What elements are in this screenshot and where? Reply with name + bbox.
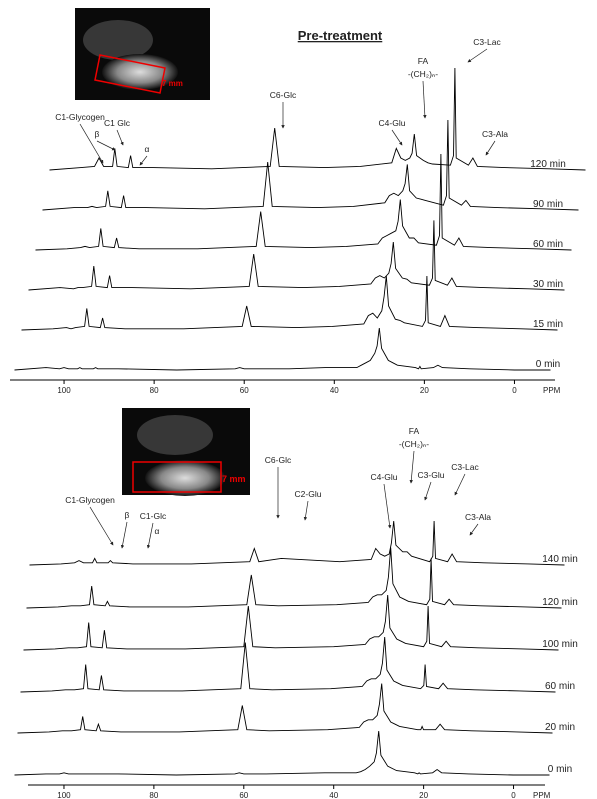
x-tick-label: 100 (57, 791, 71, 799)
annotation-arrow (383, 483, 392, 529)
spectrum-line (17, 683, 553, 734)
x-tick-label: 0 (512, 386, 517, 395)
series-label: 30 min (533, 279, 563, 290)
annotation: C6-Glc (265, 455, 292, 465)
annotation: C4-Glu (371, 472, 398, 482)
annotation-arrow (116, 129, 124, 146)
annotation: β (95, 129, 100, 139)
annotation: C6-Glc (270, 90, 297, 100)
spectrum-line (21, 275, 558, 331)
spectrum-line (28, 220, 565, 291)
annotation: C1-Glc (140, 511, 167, 521)
annotation: C1-Glycogen (65, 495, 115, 505)
x-tick-label: 20 (420, 386, 429, 395)
x-tick-label: 80 (149, 791, 158, 799)
image-label: 7 mm (222, 474, 246, 484)
series-label: 120 min (542, 597, 578, 608)
image-label: 7 mm (162, 79, 183, 88)
annotation: C3-Lac (451, 462, 479, 472)
annotation: α (145, 144, 150, 154)
annotation: C1-Glycogen (55, 112, 105, 122)
mri-image (75, 8, 210, 100)
annotation-arrow (303, 500, 309, 521)
annotation-arrow (422, 80, 427, 119)
x-axis-label: PPM (533, 791, 551, 799)
annotation: β (125, 510, 130, 520)
spectrum-line (35, 153, 572, 251)
spectrum-line (26, 547, 562, 609)
annotation: FA (418, 56, 429, 66)
series-label: 0 min (536, 359, 560, 370)
spectrum-line (20, 636, 556, 693)
x-tick-label: 40 (330, 386, 339, 395)
x-tick-label: 0 (511, 791, 516, 799)
spectrum-line (29, 520, 565, 566)
annotation: FA (409, 426, 420, 436)
annotation-arrow (79, 123, 104, 164)
series-label: 100 min (542, 639, 578, 650)
series-label: 140 min (542, 554, 578, 565)
spectrum-line (14, 327, 551, 371)
annotation: C4-Glu (379, 118, 406, 128)
annotation-arrow (454, 473, 466, 496)
annotation: -(CH₂)ₙ- (399, 439, 429, 449)
annotation-arrow (146, 522, 154, 549)
series-label: 20 min (545, 722, 575, 733)
spectrum-line (23, 594, 559, 651)
annotation: C3-Glu (418, 470, 445, 480)
x-tick-label: 40 (329, 791, 338, 799)
annotation-arrow (120, 521, 128, 549)
x-tick-label: 100 (57, 386, 71, 395)
annotation-arrow (409, 450, 415, 484)
chart-title: Pre-treatment (298, 28, 383, 43)
annotation-arrow (424, 481, 432, 501)
annotation: C3-Ala (482, 129, 508, 139)
x-tick-label: 60 (240, 386, 249, 395)
annotation-arrow (89, 506, 114, 546)
annotation-arrow (96, 140, 116, 151)
series-label: 120 min (530, 159, 566, 170)
x-axis-label: PPM (543, 386, 561, 395)
annotation-arrow (485, 140, 496, 156)
annotation: C3-Lac (473, 37, 501, 47)
series-label: 0 min (548, 764, 572, 775)
series-label: 60 min (533, 239, 563, 250)
annotation-arrow (469, 523, 479, 536)
spectrum-line (42, 119, 579, 211)
mri-image (122, 408, 250, 496)
series-label: 90 min (533, 199, 563, 210)
x-tick-label: 80 (150, 386, 159, 395)
annotation-arrow (139, 155, 148, 166)
annotation: C1 Glc (104, 118, 131, 128)
series-label: 60 min (545, 681, 575, 692)
x-tick-label: 60 (239, 791, 248, 799)
annotation: -(CH₂)ₙ- (408, 69, 438, 79)
series-label: 15 min (533, 319, 563, 330)
spectrum-line (49, 67, 586, 171)
annotation: C3-Ala (465, 512, 491, 522)
annotation: α (155, 526, 160, 536)
annotation-arrow (467, 48, 488, 63)
x-tick-label: 20 (419, 791, 428, 799)
annotation: C2-Glu (295, 489, 322, 499)
spectrum-line (14, 730, 550, 776)
annotation-arrow (391, 129, 403, 146)
